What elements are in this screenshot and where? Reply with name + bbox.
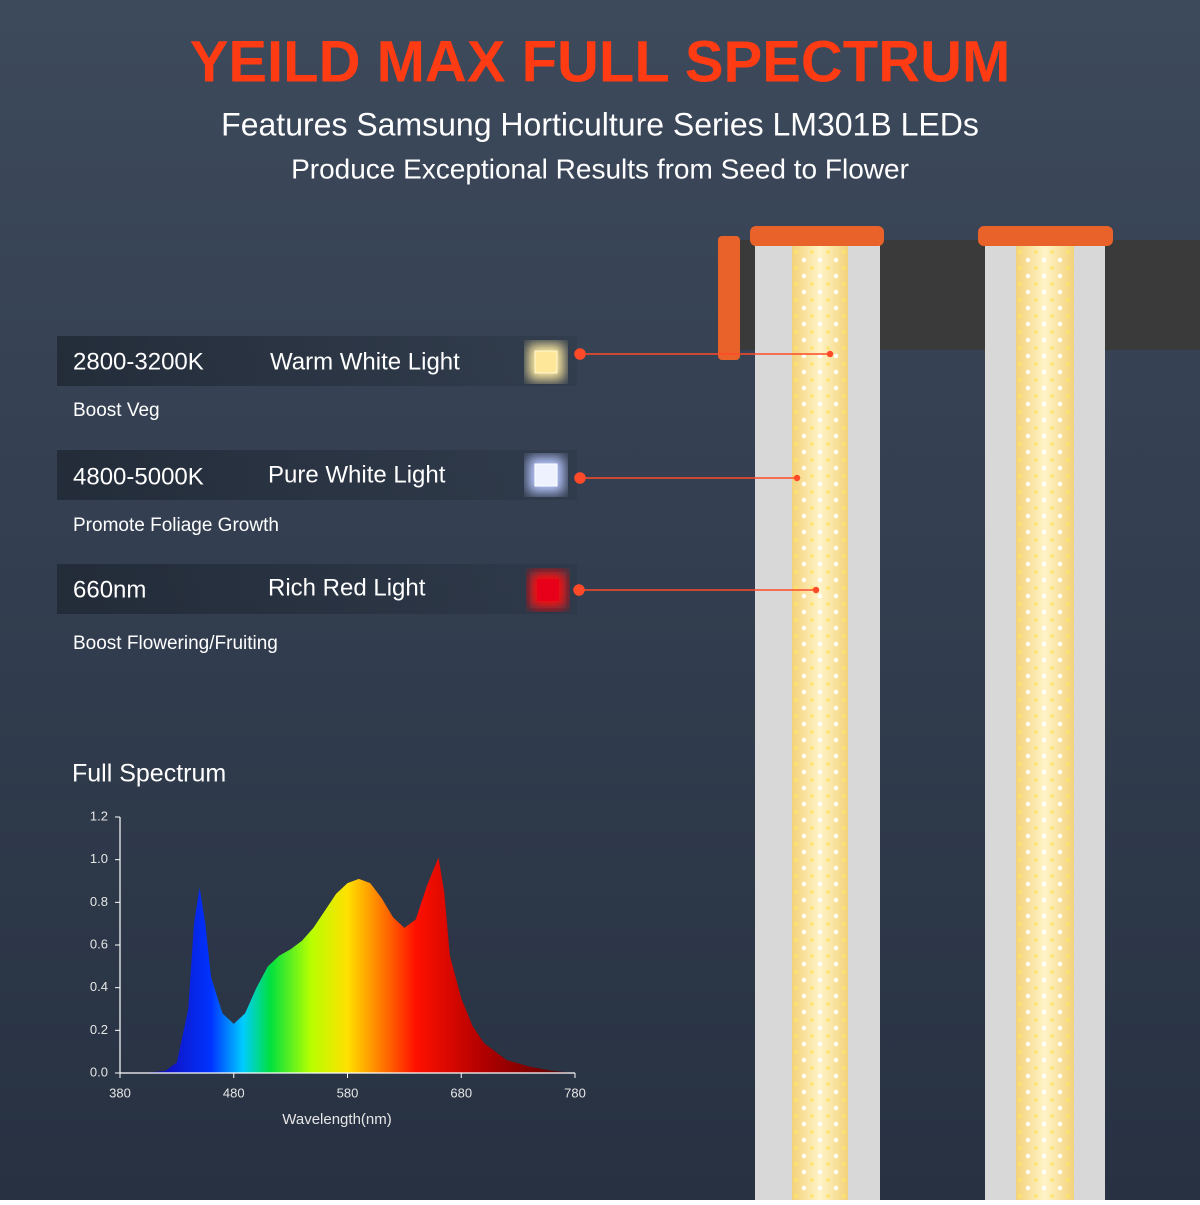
y-tick-label: 0.2: [90, 1022, 108, 1037]
feature-benefit: Promote Foliage Growth: [73, 515, 279, 536]
feature-benefit: Boost Veg: [73, 400, 160, 421]
y-tick-label: 1.0: [90, 851, 108, 866]
feature-list: 2800-3200K Warm White Light Boost Veg 48…: [57, 336, 834, 654]
feature-spec: 2800-3200K: [73, 348, 204, 375]
x-tick-label: 680: [450, 1085, 472, 1100]
feature-benefit: Boost Flowering/Fruiting: [73, 633, 278, 654]
feature-name: Pure White Light: [268, 461, 446, 488]
feature-spec: 660nm: [73, 576, 146, 603]
feature-name: Warm White Light: [270, 348, 460, 375]
y-tick-label: 0.6: [90, 936, 108, 951]
chart-title: Full Spectrum: [72, 760, 226, 788]
light-bars: [718, 226, 1200, 1200]
x-tick-label: 380: [109, 1085, 131, 1100]
spectrum-chart: 0.0 0.2 0.4 0.6 0.8 1.0 1.2 380 480 580 680 780: [90, 808, 586, 1100]
feature-name: Rich Red Light: [268, 574, 426, 601]
subtitle: Features Samsung Horticulture Series LM3…: [221, 106, 979, 142]
tagline: Produce Exceptional Results from Seed to…: [291, 153, 909, 184]
x-axis-label: Wavelength(nm): [282, 1111, 391, 1128]
spectrum-area: [120, 857, 575, 1073]
x-tick-label: 580: [337, 1085, 359, 1100]
feature-spec: 4800-5000K: [73, 463, 204, 490]
y-tick-label: 0.4: [90, 979, 108, 994]
x-tick-label: 480: [223, 1085, 245, 1100]
title: YEILD MAX FULL SPECTRUM: [190, 29, 1011, 94]
y-tick-label: 0.0: [90, 1064, 108, 1079]
y-tick-label: 0.8: [90, 894, 108, 909]
x-tick-label: 780: [564, 1085, 586, 1100]
y-tick-label: 1.2: [90, 808, 108, 823]
